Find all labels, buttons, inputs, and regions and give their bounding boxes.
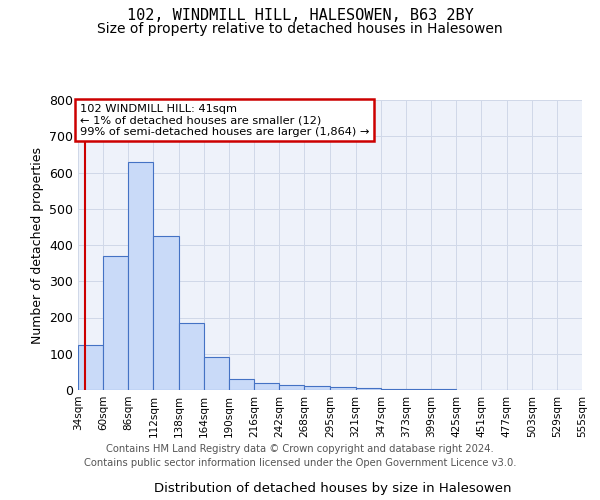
Text: 102 WINDMILL HILL: 41sqm
← 1% of detached houses are smaller (12)
99% of semi-de: 102 WINDMILL HILL: 41sqm ← 1% of detache… — [80, 104, 370, 137]
Y-axis label: Number of detached properties: Number of detached properties — [31, 146, 44, 344]
Bar — [279, 384, 304, 390]
Bar — [179, 323, 204, 390]
Bar — [78, 344, 103, 390]
Bar — [381, 389, 406, 390]
Bar — [304, 386, 331, 390]
Bar — [356, 388, 381, 390]
Text: Distribution of detached houses by size in Halesowen: Distribution of detached houses by size … — [154, 482, 512, 495]
Bar — [128, 162, 154, 390]
Bar — [331, 387, 356, 390]
Bar — [103, 256, 128, 390]
Bar — [229, 379, 254, 390]
Text: 102, WINDMILL HILL, HALESOWEN, B63 2BY: 102, WINDMILL HILL, HALESOWEN, B63 2BY — [127, 8, 473, 22]
Text: Size of property relative to detached houses in Halesowen: Size of property relative to detached ho… — [97, 22, 503, 36]
Bar — [254, 383, 279, 390]
Bar — [204, 358, 229, 390]
Text: Contains HM Land Registry data © Crown copyright and database right 2024.
Contai: Contains HM Land Registry data © Crown c… — [84, 444, 516, 468]
Bar — [154, 236, 179, 390]
